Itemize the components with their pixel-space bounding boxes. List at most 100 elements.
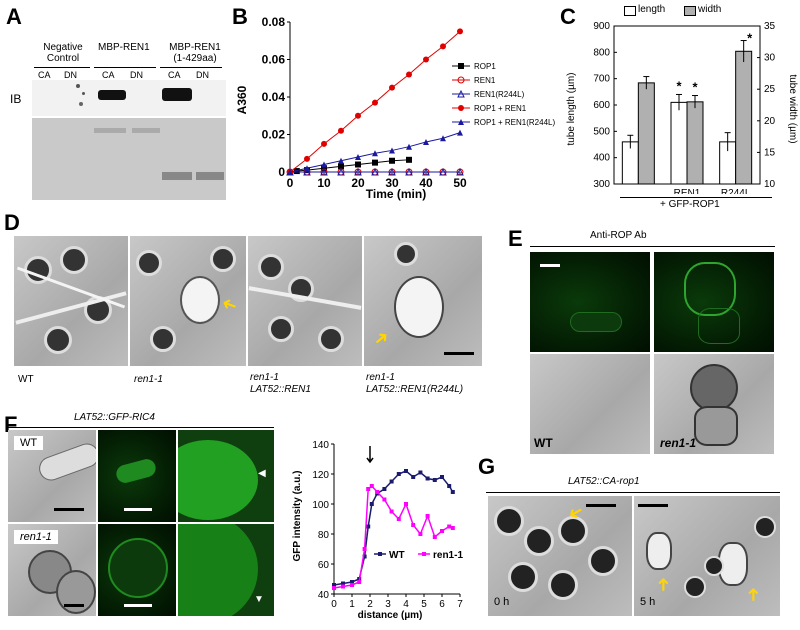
- label-ren1-1-ren1: ren1-1 LAT52::REN1: [250, 372, 311, 395]
- data-point: [375, 490, 380, 494]
- x-tick-label: 40: [419, 176, 433, 190]
- legend-label: ren1-1: [433, 550, 463, 561]
- data-point: [411, 475, 416, 479]
- y2-tick-label: 35: [764, 21, 776, 32]
- data-point: [439, 167, 447, 176]
- x-tick-label: 7: [457, 599, 463, 610]
- y-tick-label: 700: [593, 74, 610, 85]
- panel-label-e: E: [508, 226, 523, 251]
- brightfield-wt: WT: [8, 430, 96, 522]
- legend-marker: [378, 552, 382, 556]
- lane-label: CA: [168, 70, 181, 80]
- data-point: [304, 155, 310, 162]
- data-point: [369, 484, 374, 488]
- lane-label: DN: [64, 70, 77, 80]
- micrograph-ren1-1: ➜: [130, 236, 246, 366]
- label-ren1-1: ren1-1: [14, 530, 58, 544]
- data-point: [418, 532, 423, 536]
- fluorescence-ren1-1: [654, 252, 774, 352]
- data-point: [354, 167, 362, 176]
- data-point: [287, 169, 293, 175]
- data-point: [389, 157, 395, 164]
- data-point: [341, 581, 345, 586]
- data-point: [404, 469, 408, 473]
- legend-label: ROP1: [474, 62, 496, 71]
- panel-label-b: B: [232, 4, 248, 29]
- panel-label-a: A: [6, 4, 22, 29]
- y2-tick-label: 25: [764, 84, 776, 95]
- legend-swatch-width: [684, 6, 696, 16]
- bar-width: [637, 82, 655, 185]
- legend: WT ren1-1: [374, 550, 463, 561]
- brightfield-wt: WT: [530, 354, 650, 454]
- x-tick-label: 6: [439, 599, 445, 610]
- data-point: [457, 28, 463, 35]
- data-point: [304, 165, 310, 172]
- y-tick-label: 100: [312, 500, 329, 511]
- x-tick-label: 30: [385, 176, 399, 190]
- data-point: [293, 168, 300, 175]
- data-point: [389, 509, 394, 514]
- micrograph-0h: ➜ 0 h: [488, 496, 632, 616]
- data-point: [457, 129, 463, 136]
- data-point: [369, 502, 374, 506]
- legend: ROP1 REN1 REN1(R244L) ROP1 + REN1 ROP1 + REN…: [452, 62, 555, 127]
- divider: [8, 427, 274, 428]
- data-point: [366, 524, 371, 529]
- y-tick-label: 600: [593, 100, 610, 111]
- asterisk: *: [676, 78, 682, 93]
- series-line: [333, 470, 454, 586]
- data-point: [350, 583, 354, 587]
- x-tick-label: 3: [385, 599, 391, 610]
- scale-bar: [638, 504, 668, 507]
- data-point: [382, 497, 387, 502]
- y-tick-label: 40: [318, 590, 330, 601]
- x-tick-label: 0: [331, 599, 337, 610]
- marks: [332, 446, 455, 590]
- data-point: [440, 475, 444, 479]
- arrowhead-icon: ◀: [258, 468, 266, 479]
- arrowhead-icon: ▼: [254, 594, 264, 605]
- y-tick-label: 500: [593, 126, 610, 137]
- y2-tick-label: 15: [764, 147, 776, 158]
- lane-label: CA: [38, 70, 51, 80]
- data-point: [332, 583, 336, 587]
- data-point: [406, 71, 412, 78]
- panel-label-d: D: [4, 210, 20, 235]
- fluorescence-zoom-wt: ◀: [178, 430, 274, 522]
- down-arrow-icon: [366, 446, 374, 464]
- divider: [530, 246, 775, 247]
- label-wt: WT: [534, 436, 553, 450]
- y-tick-label: 60: [318, 560, 330, 571]
- yellow-arrow-icon: ➜: [369, 325, 394, 351]
- axes: 40 60 80 100 120 140 0 1 2 3 4 5 6 7: [312, 440, 463, 610]
- data-point: [303, 167, 311, 176]
- data-point: [423, 139, 429, 145]
- data-point: [418, 470, 423, 475]
- marks: REN1 R244L * * *: [621, 31, 753, 194]
- legend-marker: [458, 105, 464, 111]
- legend-label: ROP1 + REN1: [474, 104, 527, 113]
- x-axis-label: distance (µm): [358, 610, 423, 620]
- micrograph-ren1-1-r244l: ➜: [364, 236, 482, 366]
- data-point: [447, 484, 452, 488]
- legend-label: REN1: [474, 76, 496, 85]
- fluorescence-zoom-ren1-1: ▼: [178, 524, 274, 616]
- chart-f: 40 60 80 100 120 140 0 1 2 3 4 5 6 7 distance (µm) GF…: [292, 440, 463, 620]
- y2-tick-label: 30: [764, 53, 776, 64]
- x-tick-label: 50: [453, 176, 467, 190]
- data-point: [321, 161, 327, 168]
- data-point: [440, 529, 444, 533]
- y-tick-label: 0.06: [262, 53, 286, 67]
- data-point: [337, 167, 345, 176]
- category-label: REN1: [674, 188, 701, 194]
- y-tick-label: 0.08: [262, 15, 286, 29]
- data-point: [440, 43, 446, 50]
- data-point: [355, 161, 361, 168]
- data-point: [372, 99, 378, 106]
- scale-bar: [54, 508, 84, 511]
- micrograph-wt: [14, 236, 128, 366]
- x-tick-label: 5: [421, 599, 427, 610]
- ib-label: IB: [10, 92, 22, 106]
- x-tick-label: 4: [403, 599, 409, 610]
